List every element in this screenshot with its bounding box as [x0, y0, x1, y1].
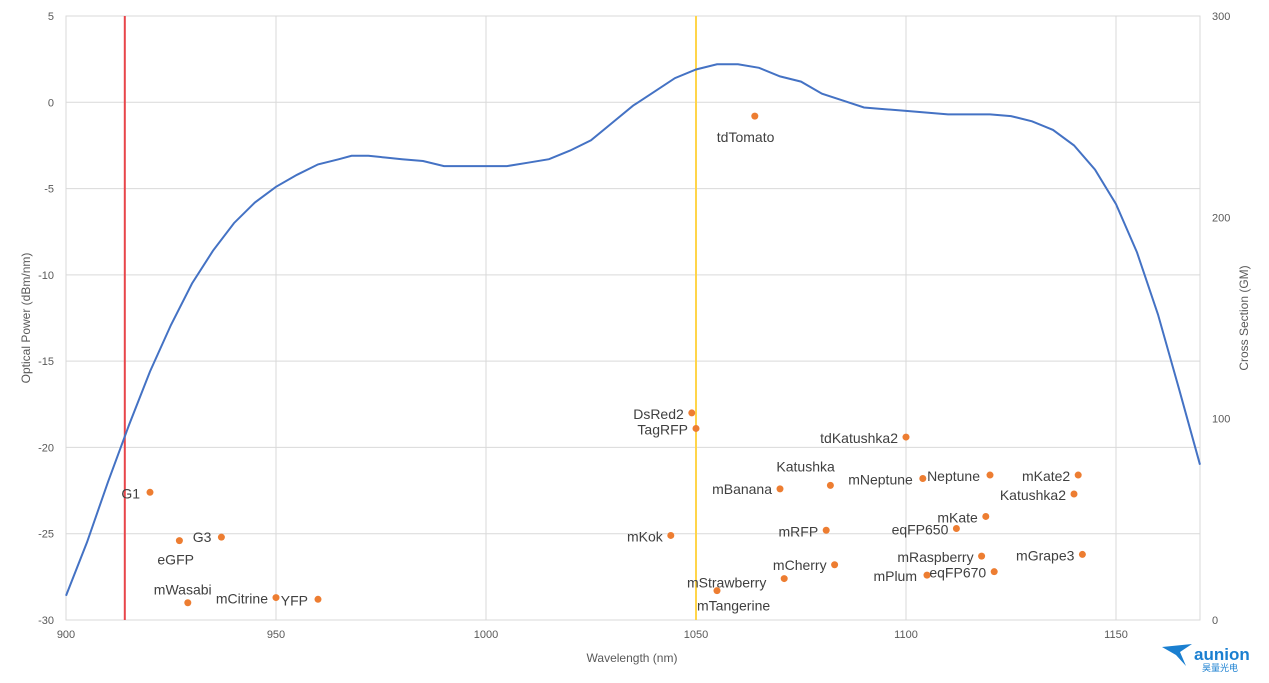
- logo-mark-icon: [1162, 644, 1192, 666]
- label-mkate: mKate: [937, 509, 978, 525]
- left-y-tick-labels: 5 0 -5 -10 -15 -20 -25 -30: [38, 11, 54, 627]
- label-yfp: YFP: [281, 592, 308, 608]
- point-mgrape3: [1078, 550, 1086, 558]
- label-mneptune: mNeptune: [848, 471, 913, 487]
- point-mrfp: [822, 526, 830, 534]
- point-mraspberry: [978, 552, 986, 560]
- protein-points: [146, 112, 1086, 607]
- label-mgrape3: mGrape3: [1016, 547, 1075, 563]
- right-y-tick-label: 0: [1212, 615, 1218, 627]
- label-mwasabi: mWasabi: [154, 582, 212, 598]
- label-mkok: mKok: [627, 528, 664, 544]
- label-dsred2: DsRed2: [633, 406, 684, 422]
- label-g3: G3: [193, 529, 212, 545]
- label-mstrawberry: mStrawberry: [687, 575, 766, 591]
- label-eqfp650: eqFP650: [892, 522, 949, 538]
- point-g1: [146, 488, 154, 496]
- spectrum-line: [65, 63, 1201, 597]
- x-tick-label: 950: [267, 629, 285, 641]
- left-y-axis-title: Optical Power (dBm/nm): [19, 253, 33, 384]
- point-g3: [217, 533, 225, 541]
- right-y-tick-label: 300: [1212, 11, 1230, 23]
- left-y-tick-label: -20: [38, 442, 54, 454]
- point-egfp: [175, 537, 183, 545]
- left-y-tick-label: -10: [38, 270, 54, 282]
- point-mneptune: [919, 474, 927, 482]
- point-mstrawberry: [713, 587, 721, 595]
- label-g1: G1: [121, 485, 140, 501]
- x-tick-label: 1150: [1104, 629, 1128, 641]
- point-katushka2: [1070, 490, 1078, 498]
- label-mtangerine: mTangerine: [697, 598, 770, 614]
- point-dsred2: [688, 409, 696, 417]
- right-y-tick-label: 200: [1212, 212, 1230, 224]
- right-y-axis-title: Cross Section (GM): [1237, 265, 1251, 370]
- label-katushka: Katushka: [776, 458, 835, 474]
- label-katushka2: Katushka2: [1000, 487, 1066, 503]
- point-eqfp650: [952, 525, 960, 533]
- point-eqfp670: [990, 568, 998, 576]
- left-y-tick-label: 0: [48, 97, 54, 109]
- point-mwasabi: [184, 599, 192, 607]
- logo-subtitle: 昊量光电: [1202, 662, 1238, 674]
- x-tick-label: 1100: [894, 629, 918, 641]
- label-mkate2: mKate2: [1022, 468, 1070, 484]
- label-mcherry: mCherry: [773, 557, 827, 573]
- x-tick-label: 900: [57, 629, 75, 641]
- point-mkate: [982, 512, 990, 520]
- point-katushka: [826, 481, 834, 489]
- label-tdkatushka2: tdKatushka2: [820, 430, 898, 446]
- x-tick-label: 1050: [684, 629, 708, 641]
- label-mcitrine: mCitrine: [216, 591, 268, 607]
- point-neptune: [986, 471, 994, 479]
- point-mkate2: [1074, 471, 1082, 479]
- point-mstrawberry_dot2: [780, 575, 788, 583]
- label-mrfp: mRFP: [779, 523, 819, 539]
- point-yfp: [314, 595, 322, 603]
- point-mplum: [923, 571, 931, 579]
- label-mplum: mPlum: [873, 568, 917, 584]
- x-tick-label: 1000: [474, 629, 498, 641]
- logo-text: aunion: [1194, 645, 1250, 664]
- right-y-tick-labels: 300 200 100 0: [1212, 11, 1230, 627]
- label-eqfp670: eqFP670: [929, 565, 986, 581]
- x-tick-labels: 900 950 1000 1050 1100 1150: [57, 629, 1128, 641]
- label-tdtomato: tdTomato: [717, 129, 775, 145]
- left-y-tick-label: 5: [48, 11, 54, 23]
- x-axis-title: Wavelength (nm): [587, 651, 678, 665]
- left-y-tick-label: -30: [38, 615, 54, 627]
- left-y-tick-label: -25: [38, 529, 54, 541]
- vertical-markers: [123, 16, 697, 620]
- point-mbanana: [776, 485, 784, 493]
- aunion-logo: aunion 昊量光电: [1162, 644, 1250, 674]
- point-mcherry: [831, 561, 839, 569]
- left-y-tick-label: -15: [38, 356, 54, 368]
- point-tdtomato: [751, 112, 759, 120]
- point-tagrfp: [692, 424, 700, 432]
- point-mcitrine: [272, 594, 280, 602]
- label-mbanana: mBanana: [712, 481, 772, 497]
- label-tagrfp: TagRFP: [637, 421, 688, 437]
- label-mraspberry: mRaspberry: [897, 549, 973, 565]
- label-egfp: eGFP: [157, 552, 194, 568]
- label-neptune: Neptune: [927, 468, 980, 484]
- right-y-tick-label: 100: [1212, 414, 1230, 426]
- left-y-tick-label: -5: [44, 184, 54, 196]
- point-mkok: [667, 531, 675, 539]
- point-tdkatushka2: [902, 433, 910, 441]
